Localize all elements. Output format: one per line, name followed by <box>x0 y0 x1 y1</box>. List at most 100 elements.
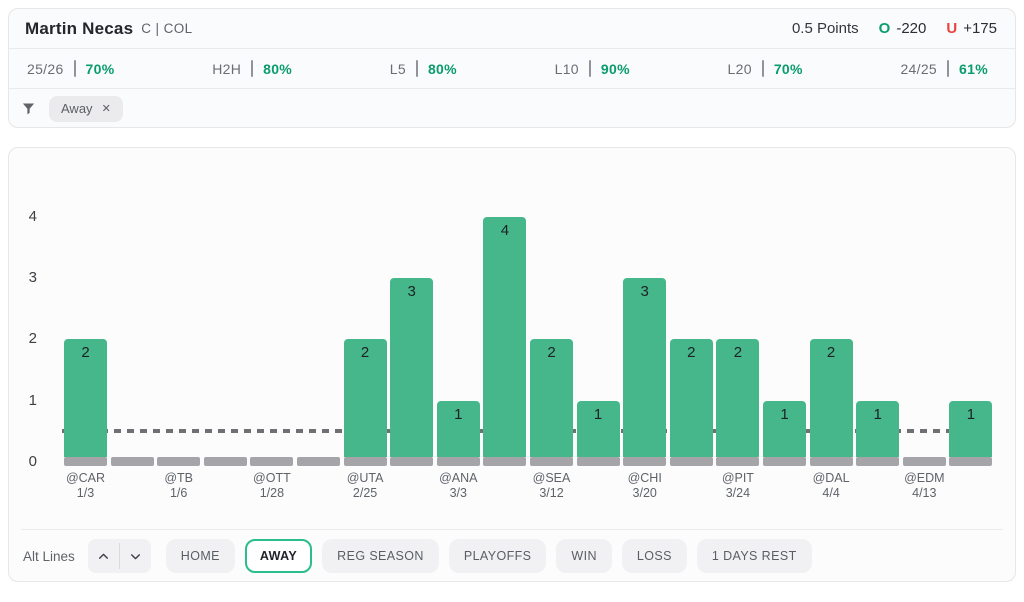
bar-value-label: 2 <box>826 344 836 362</box>
bar-value-label: 1 <box>780 405 789 423</box>
stat-24-25[interactable]: 24/25 61% <box>900 60 988 77</box>
opponent-label: @CHI <box>627 471 662 485</box>
stat-h2h[interactable]: H2H 80% <box>212 60 292 77</box>
y-axis-tick: 1 <box>28 391 37 409</box>
under-odds-value: +175 <box>963 20 997 37</box>
alt-line-up-button[interactable] <box>88 539 119 573</box>
opponent-label: @CAR <box>65 471 106 485</box>
stat-l10[interactable]: L10 90% <box>555 60 630 77</box>
divider <box>415 60 418 77</box>
stat-value: 80% <box>263 60 293 77</box>
bar-value-label: 1 <box>454 405 463 423</box>
filter-button-win[interactable]: WIN <box>556 539 612 573</box>
player-name: Martin Necas <box>25 18 134 38</box>
divider <box>251 60 254 77</box>
bar-base <box>157 457 201 466</box>
bar-base <box>856 457 900 466</box>
bar: 4 <box>483 216 527 457</box>
filter-chip-away[interactable]: Away ✕ <box>49 95 123 122</box>
divider <box>73 60 76 77</box>
bar-base <box>949 457 993 466</box>
player-header-card: Martin Necas C | COL 0.5 Points O -220 U… <box>8 8 1016 128</box>
alt-line-down-button[interactable] <box>120 539 151 573</box>
bar-base <box>436 457 480 466</box>
alt-lines-label: Alt Lines <box>23 548 75 564</box>
stat-label: 24/25 <box>900 60 938 77</box>
bar-base <box>530 457 573 466</box>
stat-value: 90% <box>600 60 630 77</box>
bar: 2 <box>530 339 573 457</box>
divider <box>588 60 591 77</box>
over-odds-button[interactable]: O -220 <box>879 20 927 37</box>
x-axis-label: @CAR 1/3 <box>44 471 128 501</box>
bar-value-label: 2 <box>81 344 90 362</box>
bar-base <box>483 457 527 466</box>
filter-button-1-days-rest[interactable]: 1 DAYS REST <box>696 539 812 573</box>
filter-row: Away ✕ <box>9 89 1015 127</box>
game-date: 1/6 <box>169 486 188 500</box>
bar-value-label: 3 <box>640 283 649 301</box>
bar-base <box>343 457 387 466</box>
x-axis-label: @CHI 3/20 <box>603 471 687 501</box>
game-date: 3/20 <box>632 486 657 500</box>
opponent-label: @SEA <box>532 471 571 485</box>
chevron-up-icon <box>98 553 108 559</box>
game-date: 4/4 <box>822 486 840 500</box>
stat-l20[interactable]: L20 70% <box>728 60 803 77</box>
filter-funnel-icon <box>22 103 35 115</box>
bar-base <box>576 457 620 466</box>
bar-base <box>203 457 247 466</box>
chip-close-icon[interactable]: ✕ <box>101 103 111 115</box>
game-date: 3/24 <box>725 486 751 500</box>
game-date: 2/25 <box>352 486 378 500</box>
x-axis-label: @EDM 4/13 <box>882 471 966 501</box>
stat-value: 70% <box>85 60 115 77</box>
opponent-label: @TB <box>164 471 194 485</box>
stat-l5[interactable]: L5 80% <box>390 60 457 77</box>
stat-25-26[interactable]: 25/26 70% <box>27 60 114 77</box>
bar-value-label: 4 <box>500 221 510 239</box>
bar-value-label: 2 <box>687 344 696 362</box>
bar: 1 <box>576 400 620 457</box>
y-axis-tick: 3 <box>28 269 37 287</box>
over-odds-value: -220 <box>896 20 927 37</box>
x-axis-label: @PIT 3/24 <box>696 471 780 501</box>
y-axis-tick: 2 <box>28 330 37 348</box>
filter-button-playoffs[interactable]: PLAYOFFS <box>448 539 547 573</box>
divider <box>21 529 1003 530</box>
x-axis-label: @TB 1/6 <box>137 471 221 501</box>
y-axis-tick: 4 <box>28 207 37 225</box>
bar-base <box>623 457 667 466</box>
bar-base <box>763 457 806 466</box>
opponent-label: @EDM <box>904 471 945 485</box>
under-icon: U <box>946 20 958 37</box>
bar-value-label: 1 <box>966 405 976 423</box>
filter-button-away[interactable]: AWAY <box>244 539 313 573</box>
opponent-label: @PIT <box>721 471 754 485</box>
game-date: 4/13 <box>912 486 937 500</box>
bar-base <box>110 457 154 466</box>
bar-base <box>902 457 946 466</box>
player-position-team: C | COL <box>141 21 193 36</box>
divider <box>118 543 120 569</box>
game-date: 3/12 <box>539 486 564 500</box>
game-date: 1/3 <box>76 486 95 500</box>
filter-buttons: HOME AWAY REG SEASON PLAYOFFS WIN LOSS 1 DAYS … <box>165 539 812 573</box>
divider <box>9 88 1015 89</box>
filter-button-home[interactable]: HOME <box>165 539 235 573</box>
game-date: 1/28 <box>259 486 285 500</box>
stat-value: 61% <box>959 60 988 77</box>
x-axis-label: @DAL 4/4 <box>789 471 873 501</box>
bar-base <box>669 457 713 466</box>
bar: 3 <box>623 278 667 457</box>
over-icon: O <box>878 20 891 37</box>
chart-card: 0 1 2 3 4 2 @CAR 1/3 @TB 1/6 @OTT 1/28 2 @UTA 2/25 3 1 @A… <box>8 147 1016 582</box>
bar: 2 <box>716 339 760 457</box>
under-odds-button[interactable]: U +175 <box>946 20 997 37</box>
bar-value-label: 2 <box>733 344 743 362</box>
x-axis-label: @ANA 3/3 <box>416 471 500 501</box>
filter-button-loss[interactable]: LOSS <box>621 539 687 573</box>
filter-button-reg-season[interactable]: REG SEASON <box>322 539 439 573</box>
header-row: Martin Necas C | COL 0.5 Points O -220 U… <box>9 9 1015 48</box>
